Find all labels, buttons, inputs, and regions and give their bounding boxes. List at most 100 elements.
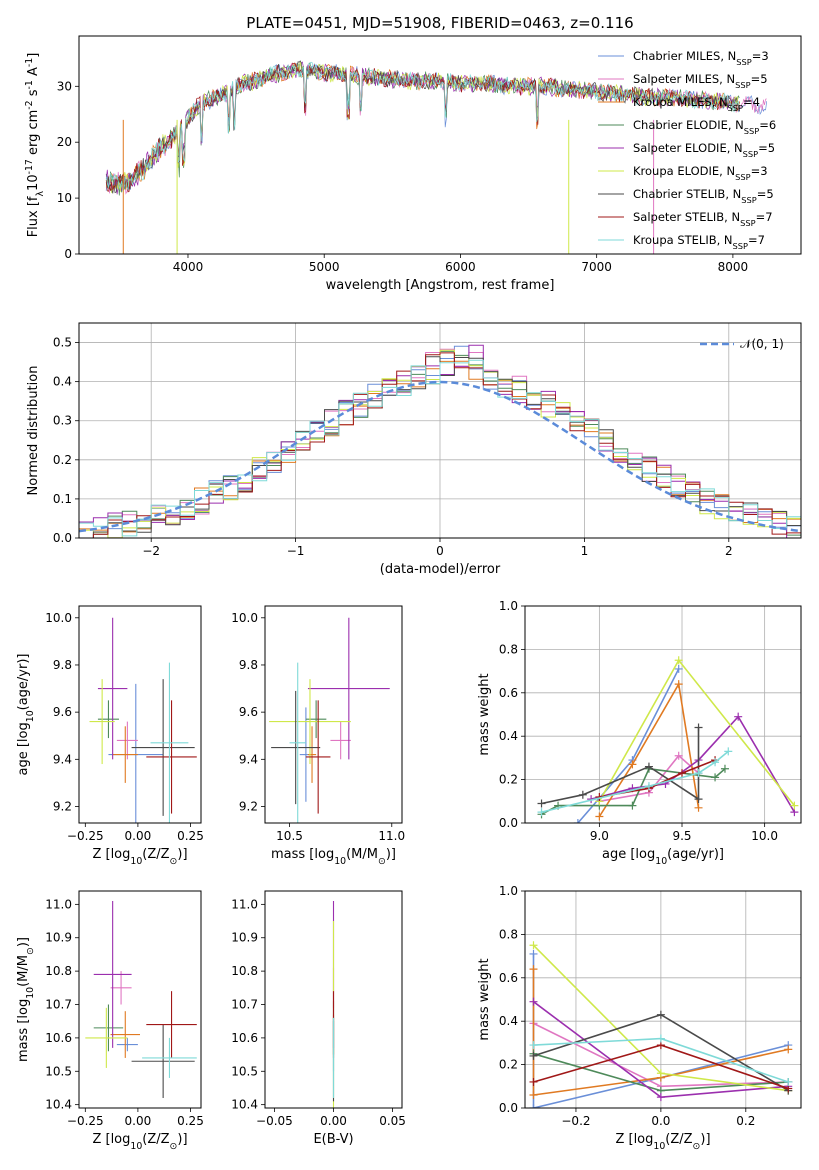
legend-label-2: Kroupa MILES, NSSP=4 bbox=[633, 95, 760, 113]
weight-marker bbox=[644, 762, 653, 771]
y-tick-label: 0.8 bbox=[499, 642, 518, 656]
weight-marker bbox=[573, 819, 582, 823]
spectrum-line-8 bbox=[105, 61, 740, 192]
errorbar-point-5 bbox=[89, 679, 115, 765]
x-axis-label: wavelength [Angstrom, rest frame] bbox=[326, 278, 555, 293]
legend-label-7: Salpeter STELIB, NSSP=7 bbox=[633, 210, 773, 228]
x-tick-label: 4000 bbox=[173, 260, 204, 274]
errorbar-point-2 bbox=[112, 726, 138, 783]
weight-marker bbox=[656, 1034, 665, 1043]
y-tick-label: 0.4 bbox=[53, 375, 72, 389]
weight-marker bbox=[720, 764, 729, 773]
plot-area-residuals bbox=[79, 344, 801, 538]
x-tick-label: 0.2 bbox=[736, 1114, 755, 1128]
weight-marker bbox=[644, 782, 653, 791]
x-tick-label: 10.5 bbox=[276, 829, 303, 843]
errorbar-point-3 bbox=[305, 700, 327, 739]
y-tick-label: 9.6 bbox=[53, 705, 72, 719]
weight-marker bbox=[694, 803, 703, 812]
x-tick-label: 11.0 bbox=[378, 829, 405, 843]
axes-age_vs_mass: 10.5 11.0 9.2 9.4 9.6 9.8 10.0 mass [log10(M/M⊙… bbox=[231, 605, 405, 867]
y-tick-label: 9.4 bbox=[53, 752, 72, 766]
errorbar-point-7 bbox=[146, 700, 197, 814]
errorbar-point-5 bbox=[85, 1007, 128, 1068]
weight-marker bbox=[595, 812, 604, 821]
y-tick-label: 10.4 bbox=[231, 1098, 258, 1112]
errorbar-point-8 bbox=[150, 662, 189, 823]
weight-marker bbox=[674, 751, 683, 760]
x-tick-label: 0.25 bbox=[177, 1114, 204, 1128]
weight-marker bbox=[656, 1093, 665, 1102]
x-tick-label: 2 bbox=[725, 544, 733, 558]
x-axis-label: Z [log10(Z/Z⊙)] bbox=[615, 1132, 710, 1152]
weight-marker bbox=[529, 1090, 538, 1099]
y-tick-label: 9.4 bbox=[239, 752, 258, 766]
x-tick-label: 0.0 bbox=[651, 1114, 670, 1128]
errorbar-point-2 bbox=[110, 1011, 140, 1058]
y-tick-label: 10.0 bbox=[231, 611, 258, 625]
y-tick-label: 0.2 bbox=[499, 773, 518, 787]
y-tick-label: 20 bbox=[57, 135, 72, 149]
weight-marker bbox=[784, 1077, 793, 1086]
x-tick-label: 6000 bbox=[445, 260, 476, 274]
x-tick-label: −1 bbox=[287, 544, 305, 558]
weight-marker bbox=[529, 965, 538, 974]
y-tick-label: 10.9 bbox=[231, 931, 258, 945]
axes-mass_vs_Z: −0.25 0.00 0.25 10.4 10.5 10.6 10.7 10.8 10.9 11.… bbox=[16, 890, 204, 1152]
errorbar-point-6 bbox=[131, 1024, 195, 1098]
axes-frame bbox=[78, 322, 802, 539]
weight-marker bbox=[694, 723, 703, 732]
x-tick-label: −0.25 bbox=[67, 829, 104, 843]
x-tick-label: 0.00 bbox=[125, 829, 152, 843]
histogram-series-8 bbox=[79, 359, 801, 537]
x-tick-label: −0.2 bbox=[561, 1114, 590, 1128]
y-tick-label: 0.6 bbox=[499, 971, 518, 985]
y-tick-label: 11.0 bbox=[231, 897, 258, 911]
legend-label-8: Kroupa STELIB, NSSP=7 bbox=[633, 233, 765, 251]
errorbar-point-2 bbox=[307, 726, 317, 783]
errorbar-point-4 bbox=[97, 617, 128, 760]
x-tick-label: −0.05 bbox=[256, 1114, 293, 1128]
x-tick-label: 0.25 bbox=[177, 829, 204, 843]
normal-reference-curve bbox=[79, 380, 801, 533]
y-tick-label: 1.0 bbox=[499, 884, 518, 898]
x-axis-label: mass [log10(M/M⊙)] bbox=[271, 847, 396, 867]
y-tick-label: 10.7 bbox=[231, 998, 258, 1012]
y-tick-label: 0.0 bbox=[499, 816, 518, 830]
weight-marker bbox=[734, 712, 743, 721]
axes-frame bbox=[264, 605, 403, 824]
y-tick-label: 10.8 bbox=[231, 964, 258, 978]
plot-area-age_vs_mass bbox=[269, 617, 390, 823]
y-tick-label: 0.6 bbox=[499, 686, 518, 700]
y-axis-label: Normed distribution bbox=[26, 366, 41, 496]
y-tick-label: 1.0 bbox=[499, 599, 518, 613]
y-tick-label: 10.0 bbox=[45, 611, 72, 625]
y-tick-label: 10.6 bbox=[45, 1031, 72, 1045]
errorbar-point-4 bbox=[93, 901, 132, 1048]
figure-title: PLATE=0451, MJD=51908, FIBERID=0463, z=0… bbox=[246, 14, 633, 32]
weight-marker bbox=[537, 799, 546, 808]
y-tick-label: 9.2 bbox=[53, 799, 72, 813]
weight-marker bbox=[678, 769, 687, 778]
errorbar-point-7 bbox=[305, 700, 331, 814]
errorbar-point-6 bbox=[271, 690, 321, 805]
weight-marker bbox=[711, 758, 720, 767]
x-axis-label: Z [log10(Z/Z⊙)] bbox=[92, 1132, 187, 1152]
y-tick-label: 10.5 bbox=[231, 1064, 258, 1078]
x-axis-label: age [log10(age/yr)] bbox=[602, 847, 724, 867]
y-tick-label: 10.4 bbox=[45, 1098, 72, 1112]
axes-weight_vs_age: 9.0 9.5 10.0 0.0 0.2 0.4 0.6 0.8 1.0 age [log10(a… bbox=[477, 599, 802, 867]
y-tick-label: 11.0 bbox=[45, 897, 72, 911]
x-axis-label: E(B-V) bbox=[313, 1132, 353, 1147]
y-tick-label: 0.8 bbox=[499, 927, 518, 941]
y-tick-label: 10 bbox=[57, 191, 72, 205]
x-tick-label: 0.00 bbox=[125, 1114, 152, 1128]
weight-marker bbox=[529, 941, 538, 950]
y-tick-label: 0.0 bbox=[499, 1101, 518, 1115]
x-tick-label: 1 bbox=[581, 544, 589, 558]
legend-label-0: Chabrier MILES, NSSP=3 bbox=[633, 49, 769, 67]
y-tick-label: 0.0 bbox=[53, 531, 72, 545]
axes-frame bbox=[264, 890, 403, 1109]
errorbar-point-3 bbox=[93, 1004, 124, 1052]
